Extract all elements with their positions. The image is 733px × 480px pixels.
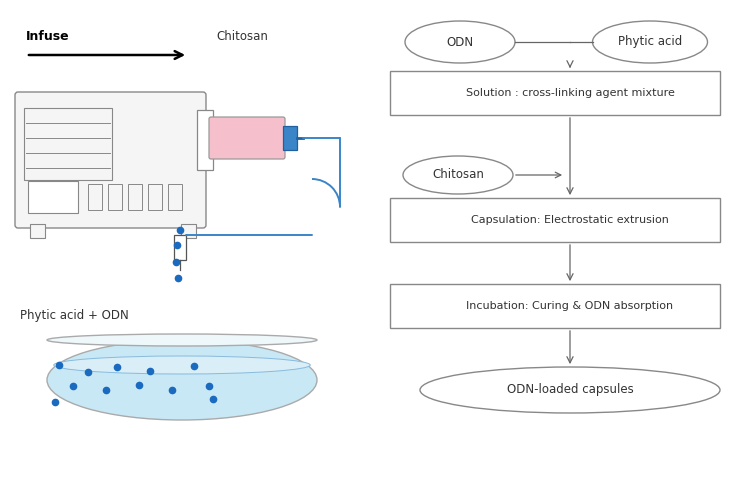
Text: Phytic acid + ODN: Phytic acid + ODN — [20, 309, 129, 322]
Ellipse shape — [592, 21, 707, 63]
Bar — [390, 71, 720, 115]
Bar — [28, 181, 78, 213]
FancyBboxPatch shape — [15, 92, 206, 228]
Bar — [148, 184, 162, 210]
Bar — [283, 126, 297, 150]
Ellipse shape — [54, 356, 310, 374]
Bar — [128, 184, 142, 210]
Ellipse shape — [420, 367, 720, 413]
Bar — [174, 235, 186, 260]
Text: ODN: ODN — [446, 36, 474, 48]
Text: Phytic acid: Phytic acid — [618, 36, 682, 48]
Text: Infuse: Infuse — [26, 30, 70, 43]
Ellipse shape — [403, 156, 513, 194]
Text: Incubation: Curing & ODN absorption: Incubation: Curing & ODN absorption — [466, 301, 674, 311]
Bar — [390, 284, 720, 328]
Bar — [197, 110, 213, 170]
Bar — [88, 184, 102, 210]
Ellipse shape — [47, 340, 317, 420]
Bar — [168, 184, 182, 210]
Ellipse shape — [405, 21, 515, 63]
Bar — [181, 224, 196, 238]
Text: ODN-loaded capsules: ODN-loaded capsules — [507, 384, 633, 396]
Text: Chitosan: Chitosan — [216, 30, 268, 43]
Bar — [108, 184, 122, 210]
FancyBboxPatch shape — [209, 117, 285, 159]
Text: Solution : cross-linking agent mixture: Solution : cross-linking agent mixture — [465, 88, 674, 98]
Bar — [24, 108, 112, 180]
Text: Chitosan: Chitosan — [432, 168, 484, 181]
Bar — [30, 224, 45, 238]
Text: Capsulation: Electrostatic extrusion: Capsulation: Electrostatic extrusion — [471, 215, 669, 225]
Bar — [390, 198, 720, 242]
Ellipse shape — [47, 334, 317, 346]
